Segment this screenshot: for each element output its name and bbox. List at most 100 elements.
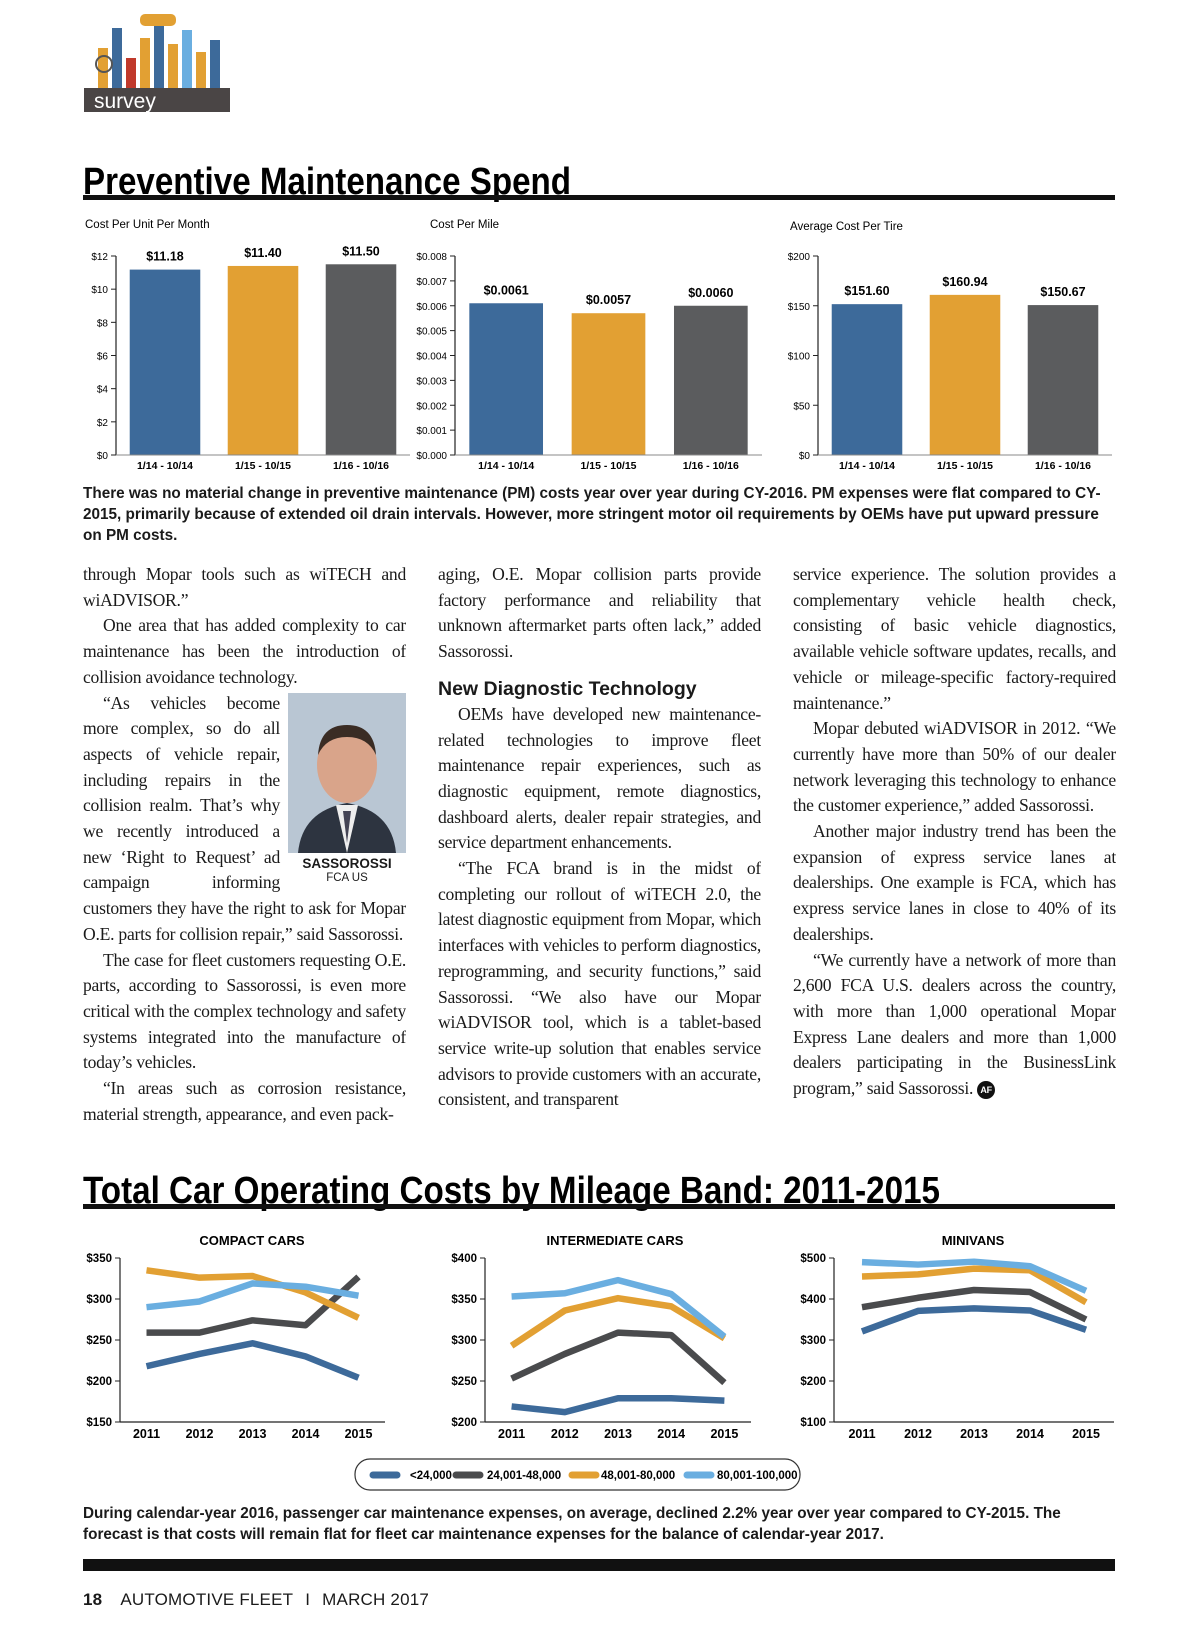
bar [831,304,903,455]
publication: AUTOMOTIVE FLEET [120,1590,294,1609]
y-tick-label: $200 [800,1376,826,1388]
y-tick-label: $350 [86,1253,112,1265]
bar [1027,305,1099,455]
x-tick-label: 1/14 - 10/14 [839,460,895,472]
y-tick-label: $0.002 [416,401,447,412]
value-label: $11.40 [244,246,282,260]
x-tick-label: 2012 [904,1427,932,1441]
logo-bar [140,38,150,90]
bar [325,264,397,455]
paragraph: “We currently have a network of more tha… [793,949,1116,1100]
y-tick-label: $0.000 [416,451,447,462]
chart-caption: There was no material change in preventi… [83,485,1101,544]
chart-title: COMPACT CARS [199,1233,305,1248]
logo-bar [98,48,108,90]
value-label: $150.67 [1040,285,1085,299]
footer: 18 AUTOMOTIVE FLEET I MARCH 2017 [83,1590,441,1610]
value-label: $0.0057 [586,293,631,307]
y-tick-label: $300 [86,1294,112,1306]
title-rule [83,1204,1115,1209]
legend-label: 48,001-80,000 [601,1470,675,1482]
x-tick-label: 2012 [186,1427,214,1441]
series-line [510,1329,727,1386]
x-tick-label: 2013 [960,1427,988,1441]
logo-bar [210,40,220,90]
logo-car [140,14,176,26]
legend-label: <24,000 [410,1470,452,1482]
y-tick-label: $200 [451,1417,477,1429]
bar [929,294,1001,455]
x-tick-label: 2015 [710,1427,738,1441]
series-line [145,1340,360,1381]
x-tick-label: 1/15 - 10/15 [580,460,636,472]
chart-title: Cost Per Mile [430,219,499,231]
end-mark: AF [977,1081,996,1100]
y-tick-label: $50 [793,401,810,412]
y-tick-label: $2 [97,418,109,429]
logo-bar [182,30,192,90]
series-line [861,1265,1088,1306]
x-tick-label: 2011 [133,1427,160,1441]
paragraph: “The FCA brand is in the midst of comple… [438,858,761,1110]
y-tick-label: $0.001 [416,426,447,437]
y-tick-label: $400 [800,1294,826,1306]
logo-bar [112,28,122,90]
x-tick-label: 1/16 - 10/16 [1035,460,1091,472]
paragraph: The case for fleet customers requesting … [83,949,406,1073]
y-tick-label: $10 [91,285,108,296]
y-tick-label: $400 [451,1253,477,1265]
photo-name: SASSOROSSI [302,855,392,871]
value-label: $11.18 [146,250,184,264]
portrait-tie [343,810,351,843]
paragraph: One area that has added complexity to ca… [83,615,406,687]
y-tick-label: $0.004 [416,352,447,363]
x-tick-label: 2015 [1072,1427,1100,1441]
series-line [861,1286,1088,1323]
photo: SASSOROSSI FCA US [288,692,406,885]
y-tick-label: $150 [788,302,811,313]
x-tick-label: 2012 [551,1427,579,1441]
legend-label: 80,001-100,000 [717,1470,798,1482]
x-tick-label: 2014 [657,1427,685,1441]
x-tick-label: 1/16 - 10/16 [333,460,389,472]
value-label: $151.60 [844,284,889,298]
x-tick-label: 2014 [292,1427,320,1441]
portrait-face [317,726,377,803]
paragraph: “In areas such as corrosion resistance, … [83,1078,406,1124]
y-tick-label: $250 [451,1376,477,1388]
chart-caption: During calendar-year 2016, passenger car… [83,1505,1061,1543]
chart-title: INTERMEDIATE CARS [547,1233,684,1248]
x-tick-label: 2011 [848,1427,875,1441]
paragraph: Mopar debuted wiADVISOR in 2012. “We cur… [793,718,1116,816]
series-line [509,1294,727,1349]
value-label: $160.94 [942,275,987,289]
x-tick-label: 1/15 - 10/15 [937,460,993,472]
y-tick-label: $0.006 [416,302,447,313]
x-tick-label: 1/14 - 10/14 [137,460,193,472]
logo-bar [168,44,178,90]
footer-rule [83,1559,1115,1571]
survey-logo: survey [84,12,230,113]
y-tick-label: $100 [800,1417,826,1429]
y-tick-label: $0.003 [416,376,447,387]
y-tick-label: $350 [451,1294,477,1306]
paragraph: aging, O.E. Mopar collision parts provid… [438,564,761,662]
series-line [511,1276,727,1340]
bar [227,265,299,455]
y-tick-label: $100 [788,352,811,363]
series-line [861,1258,1088,1294]
series-line [146,1267,360,1321]
photo-org: FCA US [326,871,368,884]
text-column: through Mopar tools such as wiTECH and w… [83,562,406,1134]
y-tick-label: $8 [97,318,109,329]
chart-title: MINIVANS [942,1233,1005,1248]
portrait-hair [318,724,376,755]
series-line [146,1280,360,1311]
x-tick-label: 1/16 - 10/16 [683,460,739,472]
paragraph: OEMs have developed new maintenance-rela… [438,703,761,853]
series-line [511,1394,725,1416]
portrait [288,692,406,853]
section-label: survey [94,90,156,113]
